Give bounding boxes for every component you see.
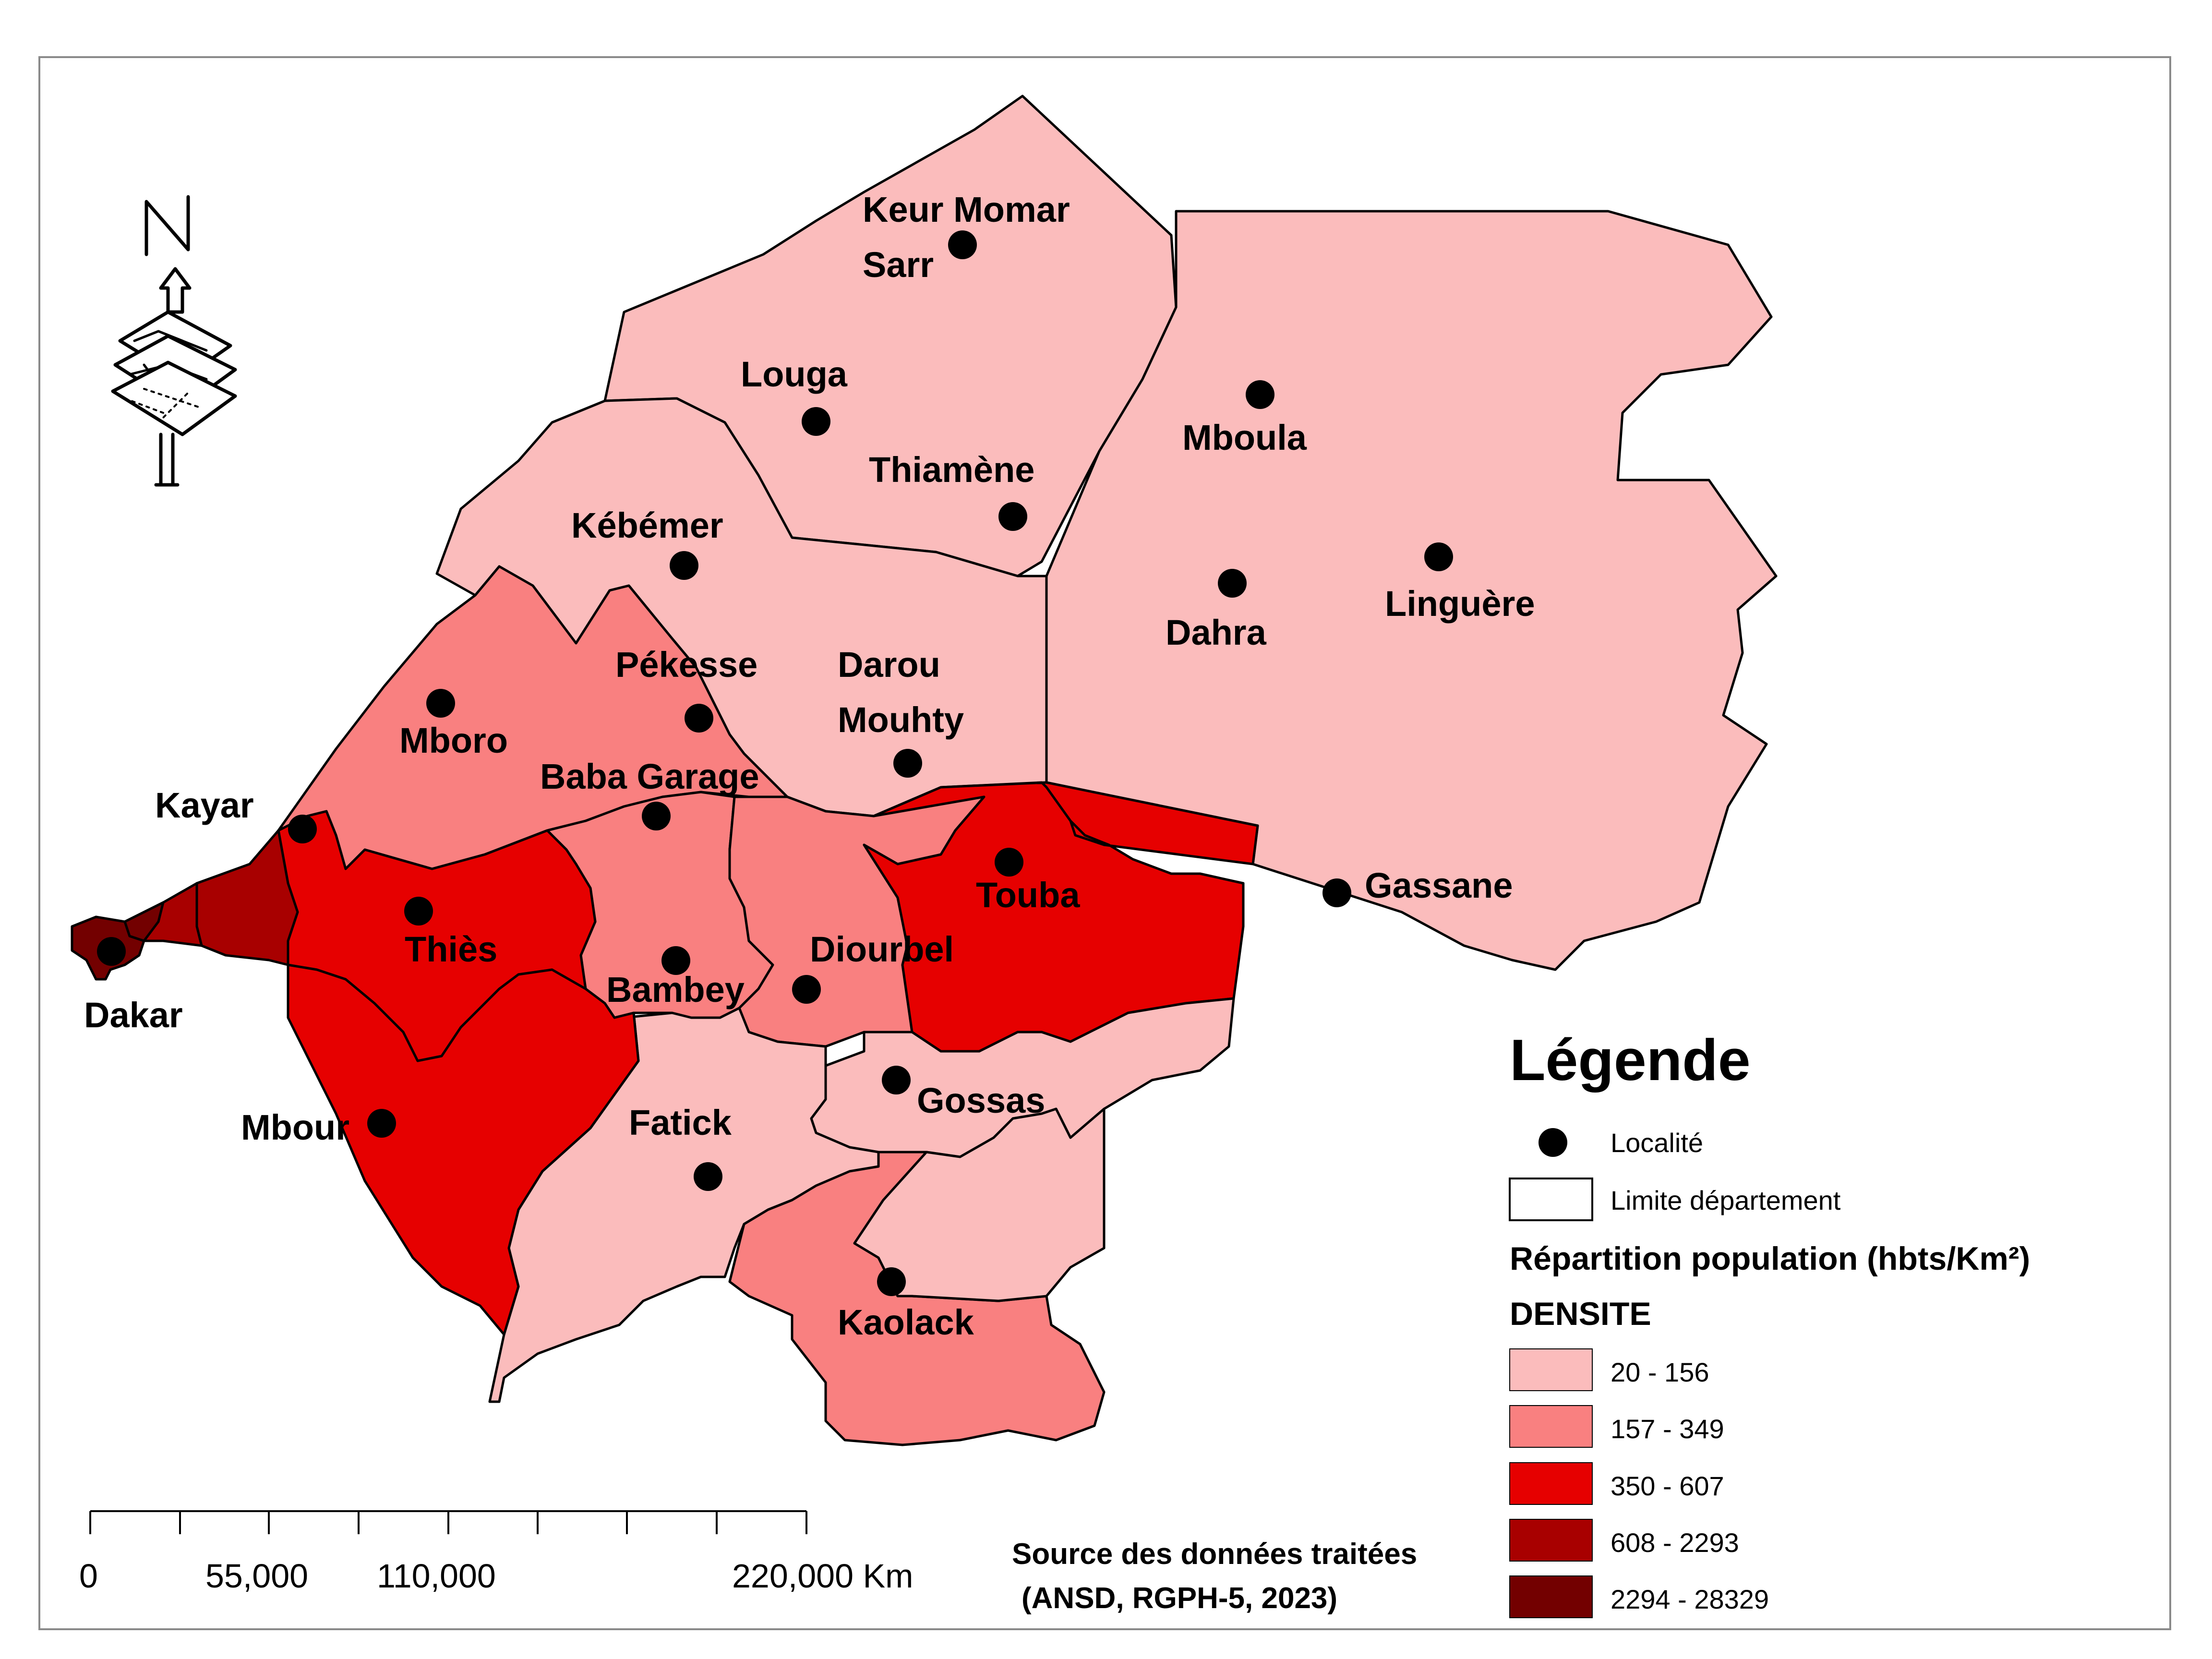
legend-class-label: 2294 - 28329 [1611,1584,1769,1614]
locality-label: Keur Momar [863,190,1070,229]
locality-point [948,230,977,259]
locality-label: Gossas [917,1081,1045,1120]
legend: Légende Localité Limite département Répa… [1509,1027,2030,1618]
scale-label: 55,000 [205,1557,308,1595]
locality-point [97,937,126,966]
locality-point [661,946,690,975]
department-guediawaye [123,901,165,942]
locality-label: Louga [741,354,848,394]
legend-point-symbol [1539,1128,1567,1157]
locality-point [1246,380,1274,409]
locality-point [877,1267,906,1296]
locality-point [995,848,1023,877]
department-mbacke [863,781,1259,1053]
locality-points [97,230,1453,1296]
locality-point [670,551,698,580]
department-rufisque [195,829,299,966]
locality-label: Baba Garage [540,757,759,796]
locality-point [404,897,433,926]
locality-point [642,802,671,830]
locality-label: Kébémer [571,505,723,545]
locality-label: Thiamène [869,450,1034,490]
locality-label: Gassane [1365,866,1513,905]
legend-field-name: DENSITE [1510,1296,1651,1332]
legend-point-label: Localité [1611,1128,1703,1158]
scale-bar [89,1510,807,1534]
locality-point [367,1109,396,1138]
legend-title: Légende [1510,1027,1751,1093]
source-line1: Source des données traitées [1012,1538,1417,1571]
locality-point [1424,542,1453,571]
locality-label: Linguère [1385,584,1535,624]
locality-point [694,1162,722,1191]
locality-point [893,749,922,778]
locality-label: Diourbel [810,929,954,969]
legend-swatch [1509,1405,1593,1448]
scale-label: 0 [79,1557,98,1595]
locality-point [802,407,830,436]
legend-class-label: 157 - 349 [1611,1414,1724,1444]
locality-label: Mbour [241,1107,349,1147]
legend-swatch [1509,1519,1593,1562]
locality-label: Dakar [84,995,183,1035]
locality-label: Pékesse [615,645,757,685]
locality-label: Kaolack [838,1302,974,1342]
locality-label: Fatick [629,1103,732,1142]
locality-label: Mboula [1182,418,1307,457]
legend-classes: 20 - 156 157 - 349 350 - 607 608 - 2293 … [1509,1348,1769,1618]
source-line2: (ANSD, RGPH-5, 2023) [1022,1582,1337,1615]
locality-point [426,689,455,718]
legend-class-label: 20 - 156 [1611,1357,1709,1387]
legend-boundary-label: Limite département [1611,1185,1841,1215]
legend-swatch [1509,1575,1593,1618]
department-guinguineo [853,1107,1106,1302]
department-mbour [287,963,640,1336]
scale-label: 220,000 Km [732,1557,913,1595]
locality-point [882,1066,911,1094]
legend-class-label: 608 - 2293 [1611,1527,1739,1558]
locality-label: Kayar [155,785,254,825]
legend-boundary-symbol [1509,1178,1593,1221]
legend-swatch [1509,1348,1593,1391]
locality-label: Touba [976,875,1080,915]
locality-label: Dahra [1166,613,1267,652]
legend-population-title: Répartition population (hbts/Km²) [1510,1240,2030,1277]
locality-label: Bambey [606,970,745,1010]
locality-point [288,815,317,843]
locality-point [1218,569,1247,598]
scale-label: 110,000 [377,1557,496,1595]
locality-label: Mboro [399,721,508,760]
north-arrow-icon [111,195,237,487]
locality-label: Mouhty [838,700,964,740]
locality-point [1322,878,1351,907]
locality-label: Thiès [405,929,497,969]
locality-point [685,704,713,733]
map-frame [38,56,2171,1630]
locality-labels: Keur Momar Sarr Louga Thiamène Mboula Ké… [84,190,1535,1342]
legend-class-label: 350 - 607 [1611,1471,1724,1501]
locality-label: Sarr [863,245,934,285]
locality-point [792,975,821,1004]
legend-swatch [1509,1462,1593,1505]
locality-point [998,502,1027,531]
locality-label: Darou [838,645,940,685]
department-layer [71,95,1778,1446]
